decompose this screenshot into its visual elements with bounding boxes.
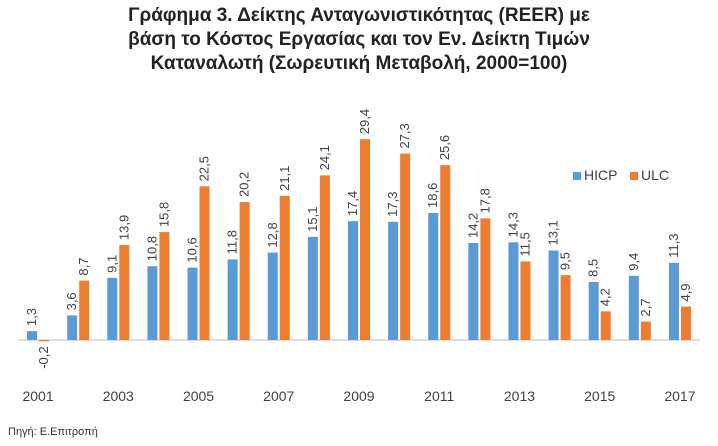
bar-ulc-2003 bbox=[119, 245, 130, 340]
data-label-hicp-2013: 14,3 bbox=[505, 212, 520, 237]
bar-ulc-2008 bbox=[319, 175, 330, 340]
data-label-ulc-2003: 13,9 bbox=[116, 215, 131, 240]
data-label-ulc-2001: -0,2 bbox=[36, 346, 51, 368]
data-label-hicp-2010: 17,3 bbox=[385, 192, 400, 217]
bar-hicp-2005 bbox=[187, 267, 198, 340]
title-line-2: βάση το Κόστος Εργασίας και τον Εν. Δείκ… bbox=[128, 29, 590, 50]
data-label-ulc-2009: 29,4 bbox=[357, 109, 372, 134]
data-label-ulc-2014: 9,5 bbox=[558, 252, 573, 270]
x-tick-label-2017: 2017 bbox=[664, 388, 695, 404]
title-line-1: Γράφημα 3. Δείκτης Ανταγωνιστικότητας (R… bbox=[128, 5, 590, 26]
bar-hicp-2012 bbox=[468, 243, 479, 340]
data-label-hicp-2006: 11,8 bbox=[225, 230, 240, 254]
bar-hicp-2014 bbox=[548, 250, 559, 340]
bar-ulc-2015 bbox=[600, 311, 611, 340]
bar-ulc-2016 bbox=[640, 321, 651, 340]
data-label-hicp-2002: 3,6 bbox=[64, 292, 79, 310]
data-label-hicp-2009: 17,4 bbox=[345, 191, 360, 216]
data-label-hicp-2011: 18,6 bbox=[425, 183, 440, 208]
data-label-hicp-2015: 8,5 bbox=[586, 259, 601, 277]
data-label-hicp-2003: 9,1 bbox=[104, 255, 119, 273]
x-tick-label-2001: 2001 bbox=[22, 388, 53, 404]
data-label-ulc-2012: 17,8 bbox=[477, 188, 492, 213]
data-label-ulc-2005: 22,5 bbox=[197, 156, 212, 181]
bar-hicp-2011 bbox=[428, 212, 439, 340]
bar-hicp-2007 bbox=[267, 252, 278, 340]
bar-ulc-2007 bbox=[279, 195, 290, 340]
bar-ulc-2001 bbox=[39, 340, 50, 342]
legend-label-ulc: ULC bbox=[641, 167, 669, 183]
bar-ulc-2014 bbox=[560, 275, 571, 340]
bar-hicp-2006 bbox=[227, 259, 238, 340]
data-label-hicp-2017: 11,3 bbox=[666, 233, 681, 257]
data-label-ulc-2006: 20,2 bbox=[237, 172, 252, 197]
bar-hicp-2010 bbox=[388, 221, 399, 340]
bar-hicp-2008 bbox=[307, 236, 318, 340]
data-label-hicp-2005: 10,6 bbox=[185, 237, 200, 262]
data-label-hicp-2014: 13,1 bbox=[546, 220, 561, 245]
x-tick-label-2013: 2013 bbox=[504, 388, 535, 404]
legend-label-hicp: HICP bbox=[584, 167, 617, 183]
data-label-ulc-2017: 4,9 bbox=[678, 283, 693, 301]
data-label-ulc-2015: 4,2 bbox=[598, 288, 613, 306]
bar-hicp-2017 bbox=[668, 262, 679, 340]
legend-swatch-hicp bbox=[573, 172, 581, 180]
x-tick-label-2007: 2007 bbox=[263, 388, 294, 404]
data-label-hicp-2012: 14,2 bbox=[465, 213, 480, 238]
bar-ulc-2006 bbox=[239, 202, 250, 340]
x-tick-label-2015: 2015 bbox=[584, 388, 615, 404]
data-label-ulc-2010: 27,3 bbox=[397, 123, 412, 148]
data-label-ulc-2013: 11,5 bbox=[517, 232, 532, 256]
data-label-hicp-2007: 12,8 bbox=[265, 222, 280, 247]
bar-hicp-2015 bbox=[588, 281, 599, 340]
x-tick-label-2009: 2009 bbox=[343, 388, 374, 404]
bar-hicp-2009 bbox=[348, 221, 358, 340]
bar-hicp-2002 bbox=[67, 315, 78, 340]
bar-hicp-2001 bbox=[27, 331, 38, 340]
bar-hicp-2004 bbox=[147, 266, 158, 340]
bar-hicp-2003 bbox=[107, 277, 118, 340]
x-tick-label-2011: 2011 bbox=[424, 388, 454, 404]
bar-ulc-2010 bbox=[400, 153, 411, 340]
title-line-3: Καταναλωτή (Σωρευτική Μεταβολή, 2000=100… bbox=[150, 53, 568, 74]
data-label-hicp-2008: 15,1 bbox=[305, 207, 320, 232]
data-label-ulc-2008: 24,1 bbox=[317, 145, 332, 170]
data-label-ulc-2016: 2,7 bbox=[638, 298, 653, 316]
chart-title: Γράφημα 3. Δείκτης Ανταγωνιστικότητας (R… bbox=[0, 4, 718, 76]
bar-ulc-2011 bbox=[440, 165, 451, 340]
data-label-ulc-2004: 15,8 bbox=[156, 202, 171, 227]
data-label-hicp-2001: 1,3 bbox=[24, 308, 39, 326]
bar-ulc-2017 bbox=[680, 306, 691, 340]
bar-ulc-2005 bbox=[199, 186, 210, 340]
bar-ulc-2012 bbox=[480, 218, 491, 340]
bar-hicp-2013 bbox=[508, 242, 519, 340]
bar-ulc-2013 bbox=[520, 261, 531, 340]
bar-hicp-2016 bbox=[628, 275, 639, 340]
source-note: Πηγή: Ε.Επιτροπή bbox=[8, 426, 98, 438]
bar-ulc-2004 bbox=[159, 232, 170, 340]
data-label-hicp-2004: 10,8 bbox=[144, 236, 159, 261]
data-label-ulc-2007: 21,1 bbox=[277, 166, 292, 191]
data-label-hicp-2016: 9,4 bbox=[626, 253, 641, 271]
legend-swatch-ulc bbox=[630, 172, 638, 180]
data-label-ulc-2002: 8,7 bbox=[76, 258, 91, 276]
x-tick-label-2003: 2003 bbox=[103, 388, 134, 404]
bar-ulc-2002 bbox=[79, 280, 90, 340]
data-label-ulc-2011: 25,6 bbox=[437, 135, 452, 160]
bar-ulc-2009 bbox=[360, 139, 370, 340]
x-tick-label-2005: 2005 bbox=[183, 388, 214, 404]
